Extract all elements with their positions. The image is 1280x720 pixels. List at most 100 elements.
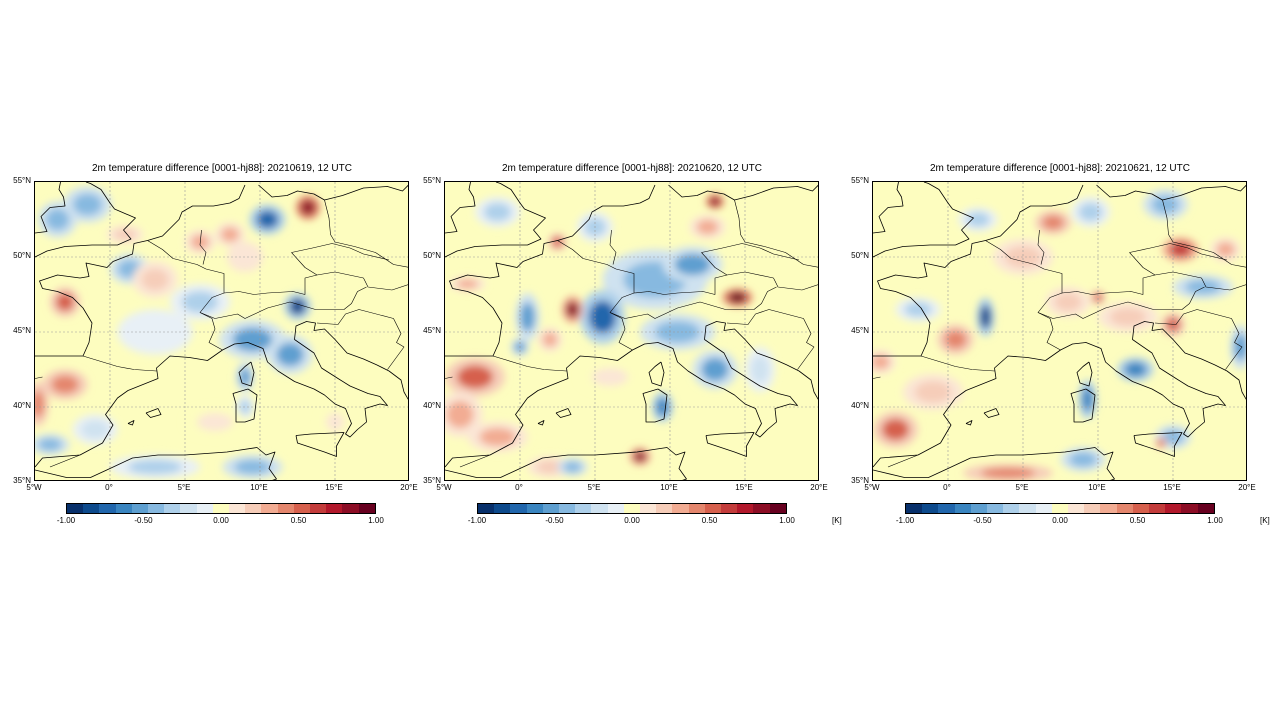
colorbar-swatch (640, 504, 657, 513)
anomaly-core (1124, 362, 1147, 377)
colorbar-swatch (342, 504, 359, 513)
country-border (324, 199, 408, 268)
colorbar-swatch (510, 504, 527, 513)
anomaly-core (479, 428, 516, 446)
colorbar-swatch (721, 504, 738, 513)
longitude-label: 5°W (436, 483, 452, 492)
colorbar-swatch (672, 504, 689, 513)
longitude-label: 5°W (26, 483, 42, 492)
longitude-label: 5°E (177, 483, 191, 492)
coastline (295, 432, 345, 457)
colorbar (66, 503, 376, 514)
colorbar-swatch (180, 504, 197, 513)
country-border (315, 286, 367, 310)
colorbar-tick-label: -1.00 (467, 516, 487, 525)
country-border (920, 355, 995, 372)
longitude-label: 20°E (400, 483, 418, 492)
colorbar-swatch (1116, 504, 1133, 513)
country-border (363, 277, 408, 291)
coastline (642, 388, 668, 423)
anomaly-core (915, 381, 951, 403)
anomaly-core (239, 368, 251, 386)
longitude-label: 20°E (1238, 483, 1256, 492)
latitude-label: 35°N (13, 476, 31, 485)
country-border (445, 376, 453, 379)
latitude-label: 45°N (423, 326, 441, 335)
colorbar-swatch (1035, 504, 1052, 513)
colorbar-swatch (277, 504, 294, 513)
coastline (232, 388, 258, 423)
anomaly-core (197, 413, 233, 431)
colorbar-tick-label: -1.00 (895, 516, 915, 525)
country-border (291, 243, 390, 261)
anomaly-core (38, 438, 62, 451)
anomaly-core (114, 229, 136, 240)
anomaly-core (536, 460, 564, 474)
longitude-label: 0° (515, 483, 523, 492)
colorbar-tick-label: -0.50 (545, 516, 564, 525)
latitude-label: 55°N (13, 176, 31, 185)
colorbar-unit-label: [K] (1260, 516, 1270, 525)
colorbar-swatch (1181, 504, 1198, 513)
colorbar-swatch (245, 504, 262, 513)
anomaly-core (882, 418, 909, 441)
anomaly-core (873, 354, 890, 370)
colorbar-swatch (99, 504, 116, 513)
colorbar-swatch (212, 504, 230, 513)
country-border (1153, 286, 1205, 310)
anomaly-core (300, 200, 316, 215)
anomaly-core (633, 451, 647, 462)
latitude-label: 55°N (851, 176, 869, 185)
longitude-label: 10°E (660, 483, 678, 492)
anomaly-field (873, 189, 1246, 480)
anomaly-core (674, 253, 711, 276)
anomaly-core (276, 342, 304, 367)
panel-title: 2m temperature difference [0001-hj88]: 2… (930, 163, 1190, 174)
colorbar-swatch (494, 504, 511, 513)
country-border (734, 199, 818, 268)
anomaly-core (51, 375, 79, 394)
latitude-label: 35°N (851, 476, 869, 485)
coastline (1070, 388, 1096, 423)
anomaly-core (1110, 308, 1146, 326)
colorbar-swatch (656, 504, 673, 513)
country-border (701, 243, 800, 261)
colorbar-swatch (938, 504, 955, 513)
longitude-label: 0° (105, 483, 113, 492)
anomaly-core (589, 300, 616, 334)
colorbar-tick-label: 0.00 (624, 516, 640, 525)
colorbar-unit-label: [K] (832, 516, 842, 525)
country-border (1129, 243, 1228, 261)
coastline (983, 408, 1000, 418)
coastline (35, 182, 66, 234)
anomaly-core (980, 305, 991, 329)
longitude-label: 10°E (250, 483, 268, 492)
anomaly-core (696, 219, 719, 235)
longitude-label: 15°E (1163, 483, 1181, 492)
anomaly-field (445, 194, 775, 478)
colorbar-swatch (575, 504, 592, 513)
country-border (1037, 229, 1045, 265)
map-frame (34, 181, 409, 481)
colorbar-swatch (987, 504, 1004, 513)
map-frame (872, 181, 1247, 481)
country-border (49, 454, 81, 468)
country-border (199, 301, 316, 319)
coastline (705, 432, 755, 457)
country-border (773, 277, 818, 291)
colorbar-tick-label: 0.50 (1129, 516, 1146, 525)
latitude-label: 45°N (13, 326, 31, 335)
coastline (238, 361, 255, 387)
country-border (1061, 271, 1202, 295)
colorbar-swatch (769, 504, 786, 513)
anomaly-core (552, 236, 563, 248)
anomaly-core (1157, 439, 1165, 447)
anomaly-core (446, 401, 474, 428)
colorbar-tick-label: -1.00 (56, 516, 76, 525)
colorbar-swatch (1068, 504, 1085, 513)
coastline (35, 184, 246, 357)
colorbar-tick-label: 1.00 (368, 516, 384, 525)
latitude-label: 40°N (13, 401, 31, 410)
colorbar-swatch (148, 504, 165, 513)
colorbar-swatch (1197, 504, 1214, 513)
